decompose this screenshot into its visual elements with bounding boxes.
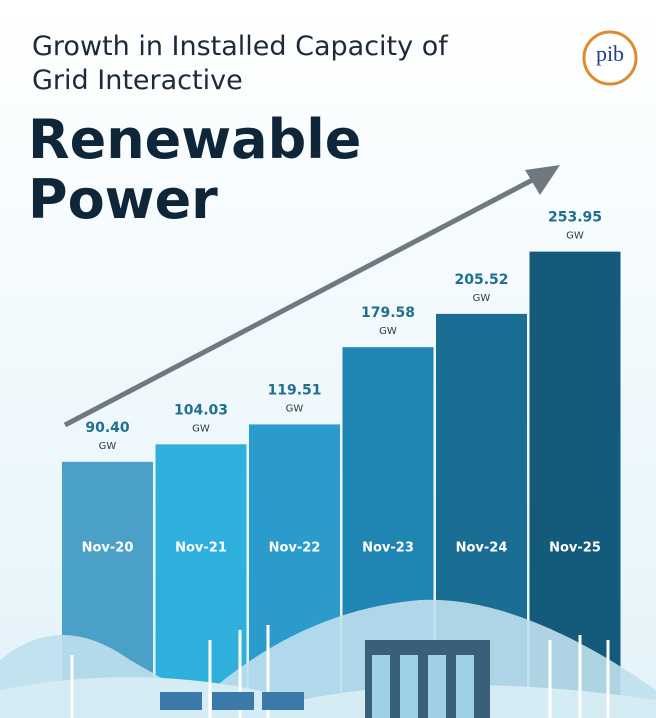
title-box: Growth in Installed Capacity of Grid Int… (32, 31, 448, 96)
unit-label: GW (286, 403, 304, 414)
value-label: 205.52 (454, 272, 508, 288)
category-label: Nov-20 (82, 541, 134, 556)
value-label: 253.95 (548, 210, 602, 226)
unit-label: GW (99, 441, 117, 452)
category-label: Nov-21 (175, 541, 227, 556)
logo-badge (582, 30, 638, 86)
bar (249, 424, 340, 578)
dam-gate (456, 655, 474, 718)
bar (62, 461, 153, 578)
chart-subtitle: Renewable Power (28, 110, 362, 231)
value-label: 90.40 (85, 420, 130, 436)
bar (436, 313, 527, 578)
logo-text: pib (596, 41, 624, 66)
dam-gate (428, 655, 446, 718)
subtitle-box: Renewable Power (28, 110, 362, 231)
dam-gate (400, 655, 418, 718)
value-label: 104.03 (174, 402, 228, 418)
unit-label: GW (379, 326, 397, 337)
unit-label: GW (192, 423, 210, 434)
arrow-head (525, 165, 560, 195)
value-label: 119.51 (267, 382, 321, 398)
category-label: Nov-24 (456, 541, 508, 556)
trend-arrow (63, 173, 542, 428)
bar (529, 251, 621, 578)
bar (342, 347, 434, 578)
category-label: Nov-23 (362, 541, 414, 556)
solar-panels (160, 692, 304, 710)
landscape (0, 599, 656, 718)
unit-label: GW (473, 293, 491, 304)
bar (155, 444, 247, 578)
category-label: Nov-22 (269, 541, 321, 556)
chart-title: Growth in Installed Capacity of Grid Int… (32, 31, 448, 96)
dam-gate (372, 655, 390, 718)
unit-label: GW (566, 231, 584, 242)
category-label: Nov-25 (549, 541, 601, 556)
value-label: 179.58 (361, 305, 415, 321)
turbines (70, 625, 610, 718)
